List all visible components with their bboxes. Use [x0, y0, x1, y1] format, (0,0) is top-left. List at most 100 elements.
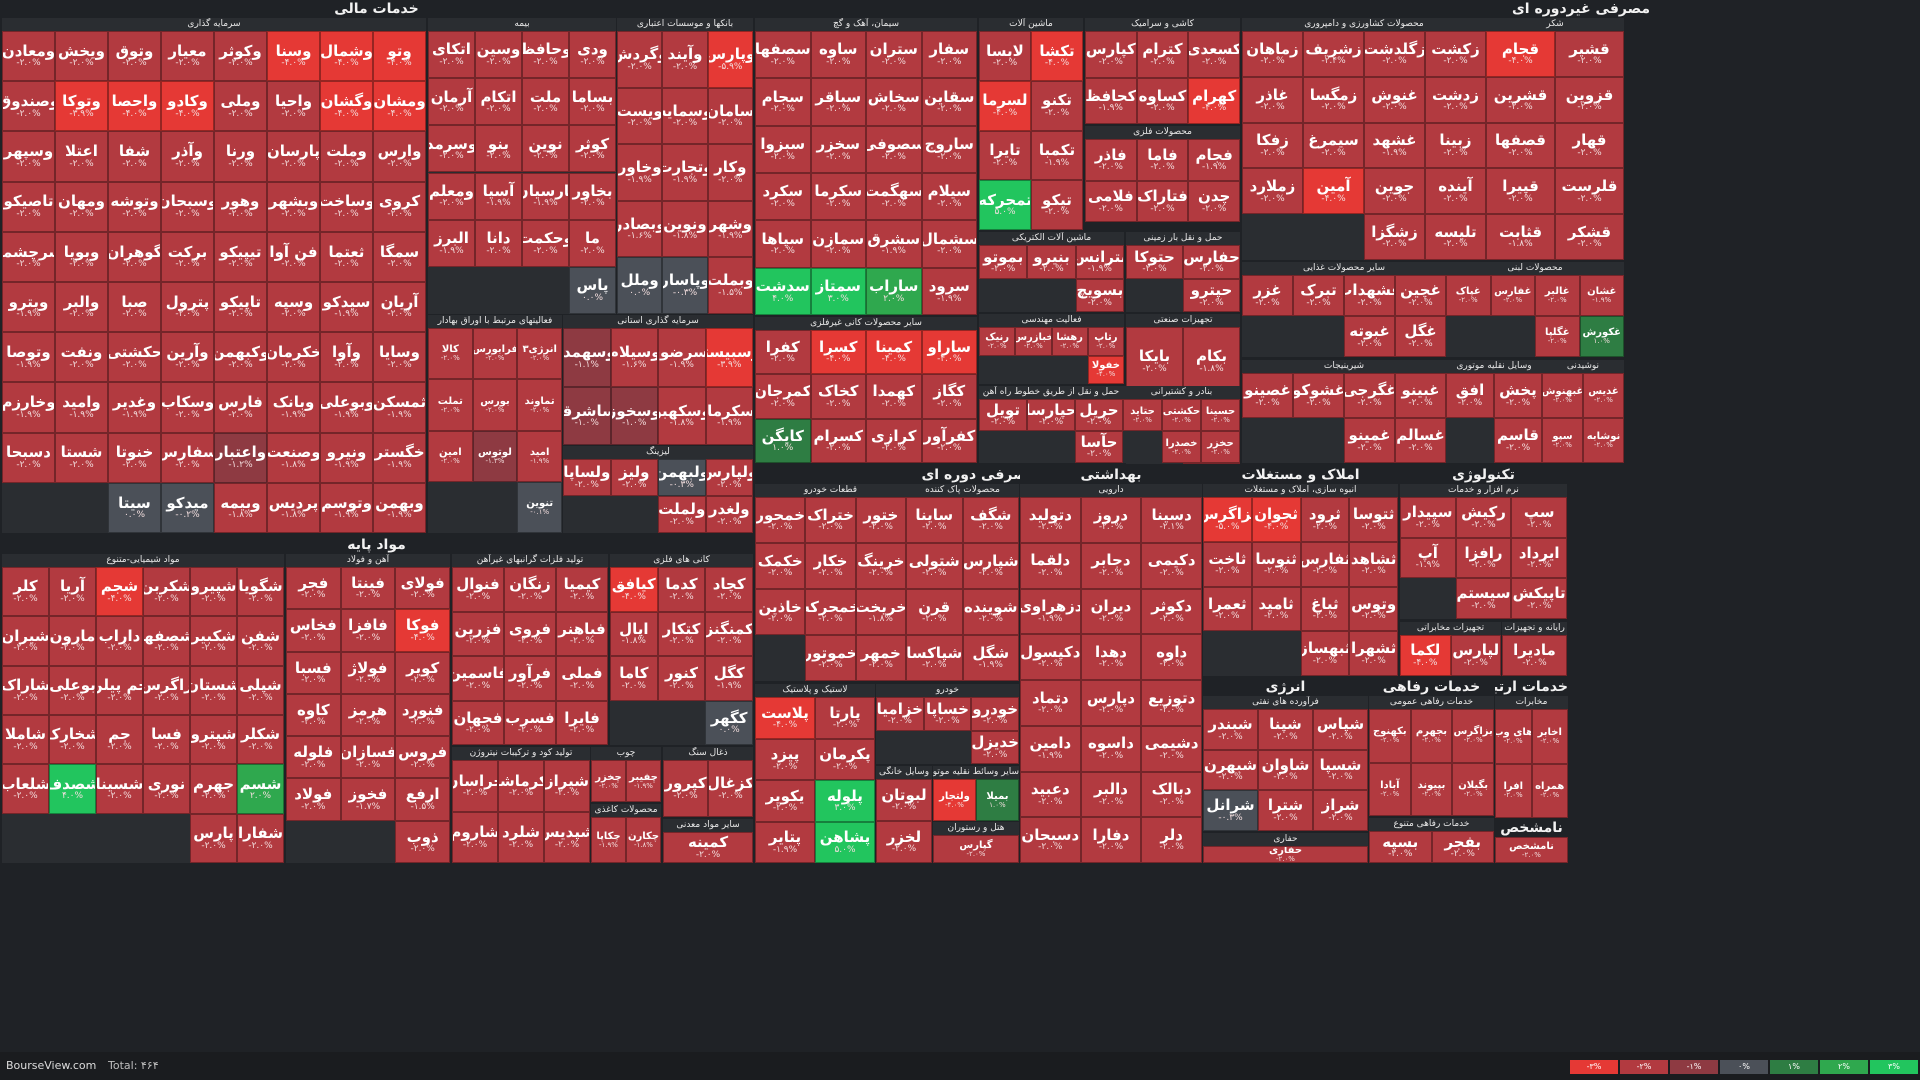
stock-tile[interactable]: شوینده -۲.۰% — [962, 589, 1019, 635]
stock-tile[interactable]: دشیمی -۲.۰% — [1141, 725, 1202, 772]
stock-tile[interactable]: فملی -۲.۰% — [556, 656, 608, 701]
stock-tile[interactable]: کمرجان -۲.۰% — [755, 374, 811, 419]
stock-tile[interactable]: خرینگ -۲.۰% — [855, 543, 906, 589]
stock-tile[interactable]: کهرام -۴.۰% — [1188, 77, 1240, 124]
stock-tile[interactable]: ورنا -۲.۰% — [214, 131, 267, 182]
stock-tile[interactable]: شراز -۲.۰% — [1313, 790, 1368, 831]
stock-tile[interactable]: زملارد -۲.۰% — [1242, 168, 1303, 215]
stock-tile[interactable]: چفیبر -۱.۹% — [626, 760, 661, 802]
stock-tile[interactable]: بسویچ -۲.۰% — [1075, 278, 1124, 312]
stock-tile[interactable]: وسنا -۴.۰% — [267, 31, 320, 82]
stock-tile[interactable]: وبشهر -۲.۰% — [267, 181, 320, 232]
stock-tile[interactable]: فسبا -۲.۰% — [286, 651, 341, 694]
stock-tile[interactable]: مارون -۲.۰% — [49, 616, 96, 666]
stock-tile[interactable]: غبینو -۲.۰% — [1395, 373, 1446, 418]
stock-tile[interactable]: غشوکو -۲.۰% — [1293, 373, 1344, 418]
stock-tile[interactable]: تکنو -۲.۰% — [1031, 80, 1083, 131]
stock-tile[interactable]: سباقر -۲.۰% — [810, 78, 866, 126]
stock-tile[interactable]: ثشهرا -۲.۰% — [1349, 631, 1398, 676]
stock-tile[interactable]: رنیک -۲.۰% — [979, 327, 1016, 356]
stock-tile[interactable]: بکهنوج -۲.۰% — [1369, 709, 1411, 763]
stock-tile[interactable]: حفارس -۲.۰% — [1183, 245, 1240, 279]
stock-tile[interactable]: سپاها -۲.۰% — [755, 220, 811, 268]
stock-tile[interactable]: ختراک -۲.۰% — [805, 497, 856, 543]
stock-tile[interactable]: قشکر -۲.۰% — [1555, 214, 1624, 260]
stock-tile[interactable]: تکشا -۴.۰% — [1031, 31, 1083, 81]
stock-tile[interactable]: اتکای -۲.۰% — [428, 31, 475, 79]
stock-tile[interactable]: قرن -۲.۰% — [906, 589, 963, 635]
stock-tile[interactable]: بپیوند -۲.۰% — [1410, 762, 1453, 816]
stock-tile[interactable]: فباهنر -۲.۰% — [556, 611, 608, 656]
stock-tile[interactable]: فوکا -۴.۰% — [395, 609, 450, 652]
stock-tile[interactable]: قاسم -۲.۰% — [1494, 418, 1542, 463]
stock-tile[interactable]: وسپه -۲.۰% — [267, 282, 320, 333]
stock-tile[interactable]: غگرجی -۲.۰% — [1344, 373, 1395, 418]
stock-tile[interactable]: بوعلی -۲.۰% — [49, 665, 96, 715]
stock-tile[interactable]: ارفع -۱.۵% — [395, 778, 450, 821]
stock-tile[interactable]: بفجر -۲.۰% — [1431, 831, 1494, 863]
stock-tile[interactable]: تاصیکو -۲.۰% — [2, 181, 55, 232]
stock-tile[interactable]: زماهان -۲.۰% — [1242, 31, 1303, 77]
stock-tile[interactable]: نوین -۲.۰% — [522, 125, 569, 173]
stock-tile[interactable]: ختور -۲.۰% — [855, 497, 906, 543]
stock-tile[interactable]: کگاز -۲.۰% — [921, 374, 977, 419]
stock-tile[interactable]: ویترو -۱.۹% — [2, 282, 55, 333]
stock-tile[interactable]: تلیسه -۲.۰% — [1425, 214, 1486, 260]
stock-tile[interactable]: سیدکو -۱.۹% — [320, 282, 373, 333]
stock-tile[interactable]: آبادا -۲.۰% — [1369, 762, 1411, 816]
stock-tile[interactable]: امید -۱.۹% — [517, 430, 562, 482]
stock-tile[interactable]: ثمسکن -۱.۹% — [373, 382, 426, 433]
stock-tile[interactable]: کپارس -۲.۰% — [1085, 31, 1137, 78]
stock-tile[interactable]: رهشا -۲.۰% — [1051, 327, 1088, 356]
stock-tile[interactable]: خدیزل -۲.۰% — [971, 730, 1019, 764]
stock-tile[interactable]: اخابر -۲.۰% — [1531, 709, 1568, 764]
stock-tile[interactable]: فخاس -۲.۰% — [286, 609, 341, 652]
stock-tile[interactable]: وسبیستا-۳.۹% — [705, 328, 753, 387]
stock-tile[interactable]: پکرمان -۲.۰% — [815, 738, 875, 780]
stock-tile[interactable]: واعتبار -۱.۲% — [214, 432, 267, 483]
stock-tile[interactable]: زشگزا -۲.۰% — [1364, 214, 1425, 260]
brand-label[interactable]: BourseView.com — [6, 1059, 97, 1072]
stock-tile[interactable]: غالبر -۲.۰% — [1535, 275, 1580, 316]
stock-tile[interactable]: ولغدر -۲.۰% — [705, 496, 753, 533]
stock-tile[interactable]: وهور -۲.۰% — [214, 181, 267, 232]
stock-tile[interactable]: تویل -۲.۰% — [979, 399, 1027, 431]
stock-tile[interactable]: کسرام -۲.۰% — [810, 418, 866, 463]
stock-tile[interactable]: فولای -۲.۰% — [395, 567, 450, 610]
stock-tile[interactable]: وتوکا -۳.۹% — [55, 81, 108, 132]
stock-tile[interactable]: نوشابه -۲.۰% — [1583, 418, 1624, 463]
stock-tile[interactable]: برکت -۲.۰% — [161, 231, 214, 282]
stock-tile[interactable]: غشهداب-۲.۰% — [1344, 275, 1395, 316]
stock-tile[interactable]: پشاهن ۵.۰% — [815, 821, 875, 863]
stock-tile[interactable]: رافزا -۲.۰% — [1455, 537, 1512, 579]
stock-tile[interactable]: وصندوق-۲.۰% — [2, 81, 55, 132]
stock-tile[interactable]: حتاید -۲.۰% — [1123, 399, 1162, 431]
stock-tile[interactable]: خمحور -۲.۰% — [755, 497, 806, 543]
stock-tile[interactable]: تمحرکه ۵.۰% — [979, 180, 1031, 230]
stock-tile[interactable]: سپ -۲.۰% — [1511, 497, 1567, 538]
stock-tile[interactable]: حتوکا -۲.۰% — [1126, 245, 1183, 279]
stock-tile[interactable]: وخاور -۱.۹% — [617, 144, 663, 201]
stock-tile[interactable]: کهمدا -۲.۰% — [866, 374, 922, 419]
stock-tile[interactable]: غنوش -۲.۰% — [1364, 76, 1425, 123]
stock-tile[interactable]: زمگسا -۲.۰% — [1303, 76, 1364, 123]
stock-tile[interactable]: کسعدی -۲.۰% — [1188, 31, 1240, 78]
stock-tile[interactable]: فزرین -۲.۰% — [452, 611, 504, 656]
stock-tile[interactable]: فسازان -۲.۰% — [340, 736, 396, 779]
stock-tile[interactable]: دهدا -۲.۰% — [1080, 634, 1142, 680]
stock-tile[interactable]: تملت -۲.۰% — [428, 379, 473, 431]
stock-tile[interactable]: معیار -۲.۰% — [161, 31, 214, 82]
stock-tile[interactable]: وتوشه -۲.۰% — [108, 181, 161, 232]
stock-tile[interactable]: وتو -۴.۰% — [373, 31, 426, 82]
stock-tile[interactable]: وساشرقی-۱.۰% — [563, 386, 611, 445]
stock-tile[interactable]: ولبهمن-۰.۳% — [658, 459, 706, 496]
stock-tile[interactable]: سشمال -۲.۰% — [921, 220, 977, 268]
stock-tile[interactable]: دعبید -۲.۰% — [1020, 771, 1081, 818]
stock-tile[interactable]: دامین -۱.۹% — [1020, 725, 1081, 772]
stock-tile[interactable]: رتاپ -۲.۰% — [1087, 327, 1124, 356]
stock-tile[interactable]: ما -۲.۰% — [569, 219, 616, 267]
stock-tile[interactable]: فتاراک -۲.۰% — [1136, 180, 1189, 222]
stock-tile[interactable]: ثعتما -۲.۰% — [320, 231, 373, 282]
stock-tile[interactable]: آپ -۱.۹% — [1400, 537, 1456, 579]
stock-tile[interactable]: ویست -۲.۰% — [617, 87, 663, 145]
